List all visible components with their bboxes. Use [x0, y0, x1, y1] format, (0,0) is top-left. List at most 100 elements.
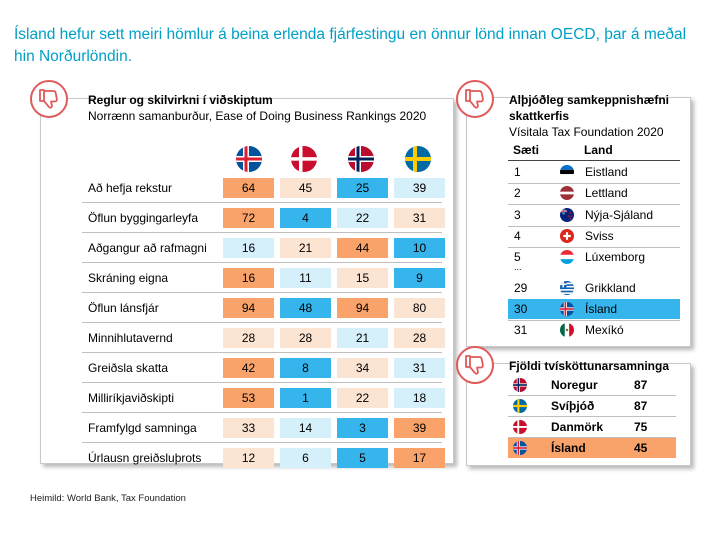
ranking-cell: 17 — [394, 448, 445, 468]
latvia-flag-icon — [560, 186, 574, 200]
tax-header-divider — [508, 160, 680, 161]
ranking-cell: 28 — [280, 328, 331, 348]
tax-rank: 29 — [514, 281, 528, 295]
tax-row-divider — [508, 247, 680, 248]
double-tax-country: Noregur — [551, 378, 598, 392]
ranking-cell: 45 — [280, 178, 331, 198]
tax-country: Grikkland — [585, 281, 636, 295]
ranking-cell: 34 — [337, 358, 388, 378]
row-label: Úrlausn greiðsluþrots — [88, 451, 202, 465]
row-divider — [82, 442, 442, 443]
double-tax-value: 45 — [634, 441, 648, 455]
ranking-cell: 9 — [394, 268, 445, 288]
sweden-flag-icon — [405, 146, 431, 172]
new-zealand-flag-icon — [560, 208, 574, 222]
tax-row-divider — [508, 320, 680, 321]
row-label: Skráning eigna — [88, 271, 169, 285]
ranking-cell: 3 — [337, 418, 388, 438]
sweden-flag-icon — [513, 399, 527, 413]
ranking-cell: 1 — [280, 388, 331, 408]
row-label: Milliríkjaviðskipti — [88, 391, 175, 405]
ranking-cell: 94 — [337, 298, 388, 318]
row-divider — [82, 322, 442, 323]
tax-col-rank: Sæti — [513, 143, 540, 157]
ranking-cell: 39 — [394, 418, 445, 438]
ranking-cell: 8 — [280, 358, 331, 378]
tax-country: Lettland — [585, 186, 628, 200]
ranking-cell: 31 — [394, 208, 445, 228]
double-tax-title: Fjöldi tvísköttunarsamninga — [509, 359, 670, 373]
double-tax-value: 87 — [634, 399, 648, 413]
ranking-cell: 22 — [337, 388, 388, 408]
double-tax-row-divider — [508, 395, 676, 396]
ranking-cell: 18 — [394, 388, 445, 408]
ranking-cell: 48 — [280, 298, 331, 318]
ranking-cell: 72 — [223, 208, 274, 228]
iceland-flag-icon — [513, 441, 527, 455]
tax-country: Lúxemborg — [585, 250, 646, 264]
double-tax-country: Danmörk — [551, 420, 604, 434]
tax-rank: 5 — [514, 250, 521, 264]
ranking-cell: 4 — [280, 208, 331, 228]
tax-country: Eistland — [585, 165, 628, 179]
ranking-cell: 25 — [337, 178, 388, 198]
ranking-cell: 16 — [223, 238, 274, 258]
denmark-flag-icon — [513, 420, 527, 434]
row-divider — [82, 232, 442, 233]
double-tax-country: Ísland — [551, 441, 586, 455]
double-tax-value: 75 — [634, 420, 648, 434]
row-label: Greiðsla skatta — [88, 361, 169, 375]
highlight-row — [508, 299, 680, 319]
double-tax-value: 87 — [634, 378, 648, 392]
row-label: Öflun lánsfjár — [88, 301, 159, 315]
doing-business-title: Reglur og skilvirkni í viðskiptum — [88, 93, 273, 107]
ranking-cell: 28 — [223, 328, 274, 348]
highlight-row — [508, 438, 676, 458]
tax-rank: 3 — [514, 208, 521, 222]
row-label: Minnihlutavernd — [88, 331, 173, 345]
ranking-cell: 44 — [337, 238, 388, 258]
ranking-cell: 5 — [337, 448, 388, 468]
tax-country: Mexíkó — [585, 323, 624, 337]
ranking-cell: 15 — [337, 268, 388, 288]
ranking-cell: 11 — [280, 268, 331, 288]
thumbs-down-icon — [30, 80, 68, 118]
row-divider — [82, 262, 442, 263]
ranking-cell: 6 — [280, 448, 331, 468]
tax-subtitle: Vísitala Tax Foundation 2020 — [509, 125, 664, 139]
iceland-flag-icon — [236, 146, 262, 172]
source-note: Heimild: World Bank, Tax Foundation — [30, 493, 186, 504]
row-divider — [82, 382, 442, 383]
row-label: Aðgangur að rafmagni — [88, 241, 207, 255]
ranking-cell: 21 — [337, 328, 388, 348]
tax-title-line2: skattkerfis — [509, 109, 570, 123]
tax-col-country: Land — [584, 143, 613, 157]
row-label: Að hefja rekstur — [88, 181, 173, 195]
tax-country: Ísland — [585, 302, 618, 316]
norway-flag-icon — [513, 378, 527, 392]
ranking-cell: 12 — [223, 448, 274, 468]
row-label: Framfylgd samninga — [88, 421, 197, 435]
luxembourg-flag-icon — [560, 250, 574, 264]
thumbs-down-icon — [456, 346, 494, 384]
double-tax-row-divider — [508, 437, 676, 438]
greece-flag-icon — [560, 281, 574, 295]
tax-rank: 30 — [514, 302, 528, 316]
switzerland-flag-icon — [560, 229, 574, 243]
tax-title-line1: Alþjóðleg samkeppnishæfni — [509, 93, 670, 107]
row-divider — [82, 292, 442, 293]
ranking-cell: 64 — [223, 178, 274, 198]
ranking-cell: 33 — [223, 418, 274, 438]
tax-rank: 4 — [514, 229, 521, 243]
ranking-cell: 28 — [394, 328, 445, 348]
ranking-cell: 94 — [223, 298, 274, 318]
row-divider — [82, 202, 442, 203]
tax-row-divider — [508, 226, 680, 227]
tax-row-divider — [508, 204, 680, 205]
ranking-cell: 53 — [223, 388, 274, 408]
double-tax-country: Svíþjóð — [551, 399, 595, 413]
ranking-cell: 31 — [394, 358, 445, 378]
mexico-flag-icon — [560, 323, 574, 337]
doing-business-subtitle: Norrænn samanburður, Ease of Doing Busin… — [88, 109, 427, 123]
estonia-flag-icon — [560, 165, 574, 179]
